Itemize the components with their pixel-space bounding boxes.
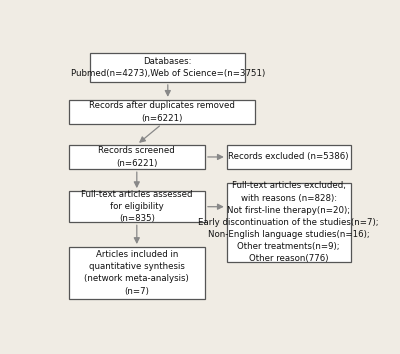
FancyBboxPatch shape	[69, 191, 205, 222]
Text: Records screened
(n=6221): Records screened (n=6221)	[98, 147, 175, 167]
Text: Articles included in
quantitative synthesis
(network meta-analysis)
(n=7): Articles included in quantitative synthe…	[84, 250, 189, 296]
FancyBboxPatch shape	[90, 53, 245, 82]
FancyBboxPatch shape	[227, 145, 351, 169]
Text: Records after duplicates removed
(n=6221): Records after duplicates removed (n=6221…	[89, 101, 234, 122]
Text: Full-text articles assessed
for eligibility
(n=835): Full-text articles assessed for eligibil…	[81, 190, 192, 223]
FancyBboxPatch shape	[69, 145, 205, 169]
Text: Full-text articles excluded,
with reasons (n=828):
Not first-line therapy(n=20);: Full-text articles excluded, with reason…	[198, 182, 379, 263]
FancyBboxPatch shape	[227, 183, 351, 262]
Text: Databases:
Pubmed(n=4273),Web of Science=(n=3751): Databases: Pubmed(n=4273),Web of Science…	[71, 57, 265, 78]
FancyBboxPatch shape	[69, 247, 205, 299]
Text: Records excluded (n=5386): Records excluded (n=5386)	[228, 153, 349, 161]
FancyBboxPatch shape	[69, 100, 254, 124]
